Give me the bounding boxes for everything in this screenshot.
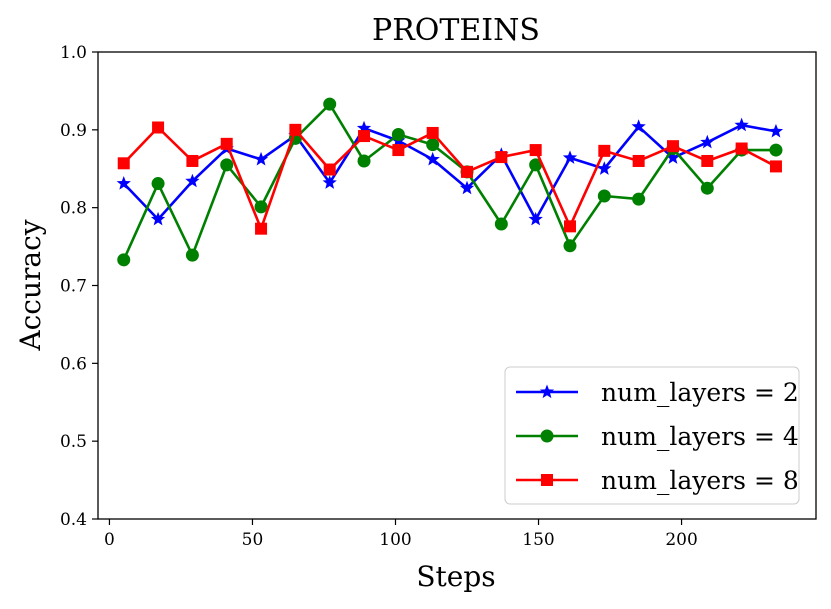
data-point — [426, 138, 440, 152]
axis-ticks: 0 50 100 150 200 0.4 0.5 0.6 0.7 0.8 0.9 1.0 — [60, 43, 698, 550]
legend-box — [504, 366, 800, 505]
data-point — [597, 161, 612, 175]
data-point — [665, 150, 681, 164]
data-point — [631, 119, 646, 133]
y-tick-label: 0.4 — [60, 510, 87, 530]
x-axis-label: Steps — [416, 560, 495, 593]
data-point — [529, 158, 543, 172]
legend-item: num_layers = 2 — [516, 378, 799, 407]
legend-marker — [541, 474, 553, 486]
data-point — [562, 150, 578, 164]
data-point — [768, 123, 784, 138]
data-point — [151, 177, 165, 191]
y-axis-label: Accuracy — [14, 219, 47, 351]
data-point — [322, 175, 337, 189]
y-tick-label: 1.0 — [60, 43, 87, 63]
series-line — [122, 123, 777, 221]
data-point — [632, 154, 645, 167]
data-point — [495, 151, 508, 164]
data-point — [323, 97, 337, 111]
legend-marker — [540, 429, 554, 443]
data-point — [769, 160, 782, 173]
series-3 — [117, 121, 782, 235]
data-point — [701, 154, 714, 167]
y-tick-label: 0.9 — [60, 121, 87, 141]
legend-label: num_layers = 8 — [601, 466, 799, 495]
data-point — [356, 120, 372, 135]
data-point — [494, 217, 508, 231]
data-point — [425, 151, 440, 166]
data-point — [253, 151, 269, 166]
data-point — [150, 211, 166, 226]
data-point — [185, 173, 200, 188]
legend-label: num_layers = 4 — [601, 422, 799, 451]
data-point — [459, 180, 475, 195]
legend-label: num_layers = 2 — [601, 378, 799, 407]
series-1 — [116, 117, 784, 226]
data-point — [461, 165, 474, 178]
data-point — [666, 140, 679, 153]
data-point — [254, 200, 268, 214]
data-point — [528, 211, 543, 226]
data-point — [700, 181, 714, 195]
legend-item: num_layers = 4 — [516, 422, 799, 451]
data-point — [117, 253, 131, 267]
data-point — [220, 158, 234, 172]
data-point — [289, 123, 302, 136]
x-tick-label: 200 — [665, 530, 697, 550]
data-point — [255, 222, 268, 235]
series-line — [122, 102, 776, 261]
legend: num_layers = 2 num_layers = 4 num_layers =… — [504, 366, 800, 505]
plot-area — [116, 97, 784, 267]
chart-title: PROTEINS — [372, 13, 540, 48]
data-point — [392, 144, 405, 157]
data-point — [563, 239, 577, 253]
x-tick-label: 150 — [522, 530, 554, 550]
data-point — [391, 128, 405, 142]
x-tick-label: 50 — [242, 530, 264, 550]
x-tick-label: 0 — [104, 530, 115, 550]
legend-marker — [539, 384, 555, 399]
data-point — [563, 220, 576, 233]
data-point — [700, 134, 715, 149]
data-point — [734, 117, 749, 132]
x-tick-label: 100 — [379, 530, 411, 550]
data-point — [220, 137, 233, 150]
legend-item: num_layers = 8 — [516, 466, 799, 495]
data-point — [735, 142, 748, 155]
data-point — [597, 189, 611, 203]
y-tick-label: 0.6 — [60, 354, 87, 374]
y-tick-label: 0.7 — [60, 277, 87, 297]
data-point — [117, 157, 130, 170]
data-point — [185, 248, 199, 262]
data-point — [358, 130, 371, 143]
y-tick-label: 0.5 — [60, 432, 87, 452]
y-tick-label: 0.8 — [60, 199, 87, 219]
series-2 — [117, 97, 783, 267]
data-point — [357, 154, 371, 168]
data-point — [323, 163, 336, 176]
data-point — [116, 176, 131, 190]
data-point — [598, 144, 611, 157]
data-point — [186, 154, 199, 167]
data-point — [426, 126, 439, 139]
data-point — [152, 121, 165, 134]
data-point — [529, 144, 542, 157]
data-point — [632, 192, 646, 206]
data-point — [769, 143, 783, 157]
